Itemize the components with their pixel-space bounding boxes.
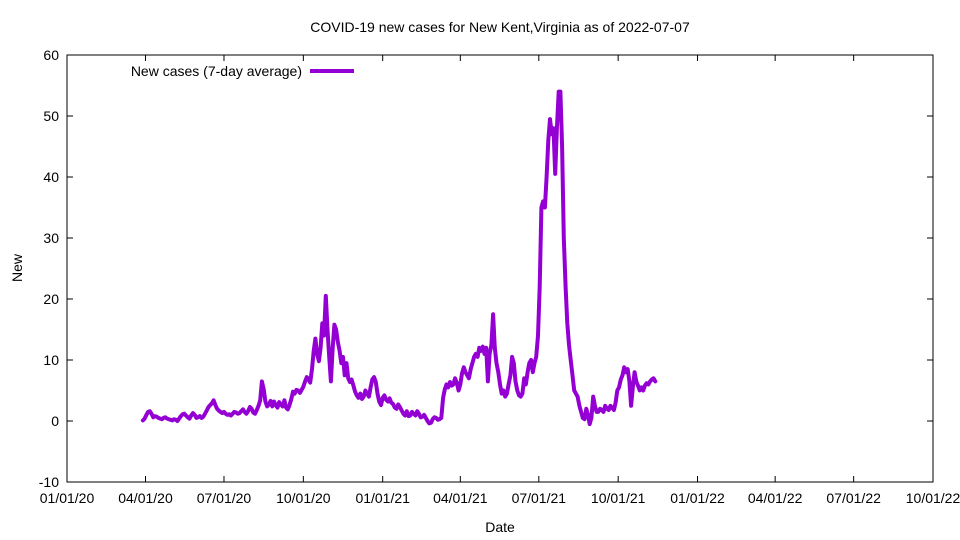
- legend-label: New cases (7-day average): [131, 63, 302, 79]
- x-tick-label: 07/01/21: [512, 490, 567, 506]
- plot-area-frame: [66, 54, 934, 483]
- y-tick-label: 10: [43, 352, 59, 368]
- x-tick-label: 01/01/20: [40, 490, 95, 506]
- x-tick-label: 04/01/21: [433, 490, 488, 506]
- y-tick-label: 30: [43, 230, 59, 246]
- x-tick-label: 07/01/22: [826, 490, 881, 506]
- y-tick-label: 60: [43, 47, 59, 63]
- chart-title: COVID-19 new cases for New Kent,Virginia…: [310, 19, 690, 35]
- series-line: [140, 89, 658, 427]
- y-tick-label: 50: [43, 108, 59, 124]
- y-tick-label: 0: [51, 413, 59, 429]
- x-axis-label: Date: [485, 519, 515, 535]
- series-layer: [140, 89, 658, 427]
- x-tick-label: 04/01/20: [118, 490, 173, 506]
- x-tick-label: 10/01/20: [276, 490, 331, 506]
- y-axis: -10 0 10 20 30 40 50 60: [39, 47, 933, 490]
- x-tick-label: 10/01/22: [906, 490, 960, 506]
- y-tick-label: 40: [43, 169, 59, 185]
- legend: New cases (7-day average): [131, 63, 354, 79]
- x-tick-label: 01/01/21: [355, 490, 410, 506]
- x-tick-label: 10/01/21: [591, 490, 646, 506]
- y-axis-label: New: [9, 253, 25, 282]
- x-axis: 01/01/20 04/01/20 07/01/20 10/01/20 01/01/21…: [40, 55, 960, 506]
- y-tick-label: -10: [39, 474, 59, 490]
- x-tick-label: 07/01/20: [197, 490, 252, 506]
- x-tick-label: 04/01/22: [748, 490, 803, 506]
- x-tick-label: 01/01/22: [670, 490, 725, 506]
- y-tick-label: 20: [43, 291, 59, 307]
